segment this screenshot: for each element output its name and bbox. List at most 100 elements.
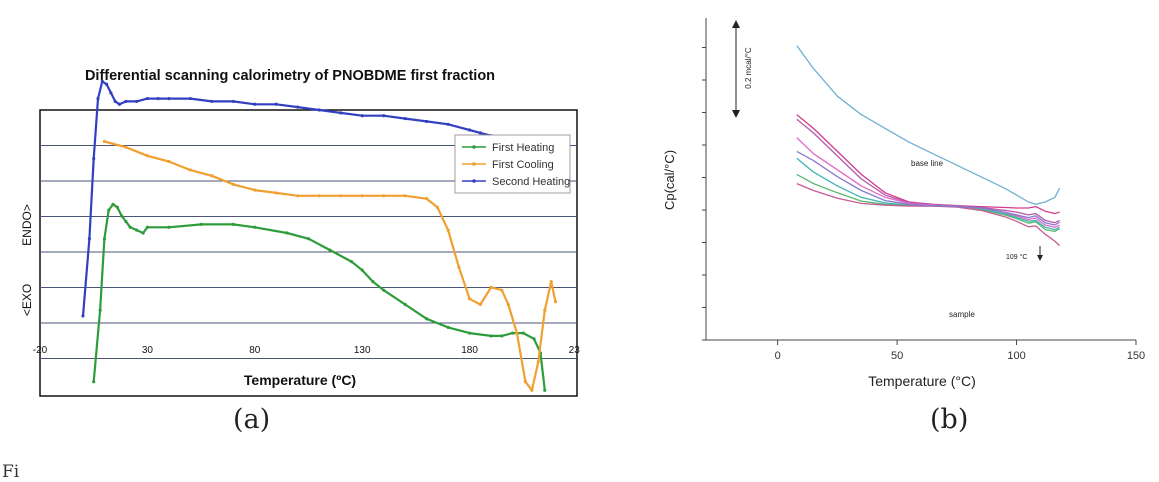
chart-a-data-point	[478, 302, 482, 307]
chart-a-data-point	[231, 99, 235, 104]
chart-a-data-point	[478, 131, 482, 135]
chart-a-data-point	[489, 334, 493, 338]
chart-a-data-point	[102, 237, 107, 241]
chart-a-x-ticks: -20 30 80 130 180 230	[33, 345, 580, 356]
chart-a-data-point	[489, 285, 493, 289]
chart-a-data-point	[104, 82, 109, 86]
chart-a-legend-marker	[472, 179, 476, 183]
chart-b-series-line	[796, 150, 1060, 226]
chart-a-legend-label: Second Heating	[492, 176, 570, 188]
chart-a-data-point	[446, 122, 450, 126]
chart-a-data-point	[124, 99, 128, 104]
chart-a-x-tick-label: 130	[354, 345, 371, 356]
chart-a-data-point	[102, 139, 107, 144]
chart-a-data-point	[425, 197, 429, 201]
chart-a-data-point	[274, 102, 278, 106]
chart-a-data-point	[468, 331, 472, 335]
chart-a-data-point	[188, 96, 192, 101]
chart-a-data-point	[210, 174, 214, 178]
chart-a-data-point	[120, 214, 124, 218]
chart-a-data-point	[167, 159, 171, 164]
chart-b-series-line	[796, 45, 1061, 205]
scale-bar-arrowhead-up	[732, 20, 740, 28]
annotation-base-line: base line	[911, 159, 944, 168]
chart-a-x-tick-label: 80	[249, 345, 261, 356]
chart-a-data-point	[135, 99, 139, 104]
chart-a-data-point	[532, 337, 536, 341]
chart-a-data-point	[521, 331, 525, 335]
chart-a-data-point	[382, 288, 386, 292]
chart-a-data-point	[339, 111, 343, 115]
chart-b-xlabel: Temperature (°C)	[868, 373, 976, 389]
chart-a-data-point	[553, 300, 558, 304]
chart-a-data-point	[360, 114, 364, 118]
chart-a-legend-label: First Heating	[492, 142, 554, 154]
chart-a-ylabel-top: ENDO>	[20, 204, 34, 246]
chart-a-data-point	[274, 191, 278, 195]
chart-b-series-line	[796, 173, 1060, 233]
chart-a-data-point	[92, 380, 96, 384]
chart-b-ylabel: Cp(cal/°C)	[662, 150, 677, 210]
chart-a-data-point	[403, 116, 407, 121]
chart-a-data-point	[360, 194, 364, 198]
chart-a-data-point	[115, 205, 119, 209]
chart-a-data-point	[210, 99, 214, 104]
chart-a-data-point	[360, 268, 364, 272]
chart-a-ylabel-bottom: <EXO	[20, 284, 34, 316]
chart-a-data-point	[98, 308, 102, 312]
chart-a-data-point	[124, 219, 128, 224]
chart-a-xlabel: Temperature (ºC)	[244, 372, 356, 388]
chart-a-x-tick-label: -20	[33, 345, 48, 356]
chart-a-data-point	[549, 280, 553, 284]
chart-b: 0 50 100 150 Cp(cal/°C) Temperature (°C) 0.…	[662, 18, 1145, 389]
chart-a-data-point	[328, 248, 332, 252]
chart-a-data-point	[253, 188, 257, 192]
chart-a-data-point	[113, 99, 117, 104]
annotation-109c-arrowhead	[1037, 255, 1043, 261]
chart-a-data-point	[371, 280, 375, 284]
chart-a-data-point	[156, 96, 160, 101]
chart-b-x-tick-label: 50	[891, 350, 903, 362]
chart-a-series	[81, 79, 558, 392]
chart-a-data-point	[128, 225, 132, 229]
chart-a-data-point	[523, 380, 528, 384]
chart-a-data-point	[446, 325, 450, 329]
chart-a-data-point	[317, 108, 321, 112]
chart-a-data-point	[231, 182, 235, 186]
chart-a-data-point	[425, 317, 429, 321]
chart-a-data-point	[124, 145, 128, 149]
chart-a-data-point	[141, 231, 145, 235]
chart-a-data-point	[296, 194, 300, 198]
chart-a-data-point	[468, 297, 472, 301]
chart-a-data-point	[510, 331, 515, 335]
chart-a-data-point	[96, 96, 100, 101]
chart-a-title: Differential scanning calorimetry of PNO…	[85, 68, 495, 84]
chart-b-x-tick-label: 100	[1007, 350, 1025, 362]
chart-a-legend: First Heating First Cooling Second Heating	[454, 134, 571, 194]
chart-a-data-point	[500, 334, 504, 338]
chart-a-data-point	[117, 102, 122, 106]
chart-a-plot-frame	[39, 109, 578, 397]
chart-a-data-point	[253, 102, 257, 106]
chart-a-data-point	[111, 202, 115, 206]
chart-b-series-line	[796, 118, 1060, 224]
chart-a-data-point	[382, 114, 386, 118]
chart-a: Differential scanning calorimetry of PNO…	[20, 68, 580, 397]
chart-a-data-point	[515, 331, 519, 335]
chart-a-data-point	[231, 222, 235, 226]
chart-b-series-line	[796, 182, 1061, 247]
chart-a-data-point	[145, 154, 149, 158]
chart-b-ticks: 0 50 100 150	[702, 47, 1145, 362]
chart-a-data-point	[145, 96, 149, 101]
chart-a-data-point	[253, 225, 257, 229]
chart-a-data-point	[536, 360, 540, 364]
chart-a-data-point	[317, 194, 321, 198]
chart-a-data-point	[167, 96, 171, 101]
chart-a-data-point	[543, 388, 547, 392]
chart-a-data-point	[306, 237, 311, 241]
chart-a-data-point	[100, 79, 104, 83]
chart-b-series	[796, 45, 1061, 247]
chart-a-data-point	[530, 388, 534, 392]
panel-label-a: (a)	[233, 404, 271, 435]
chart-a-x-tick-label: 230	[569, 345, 580, 356]
